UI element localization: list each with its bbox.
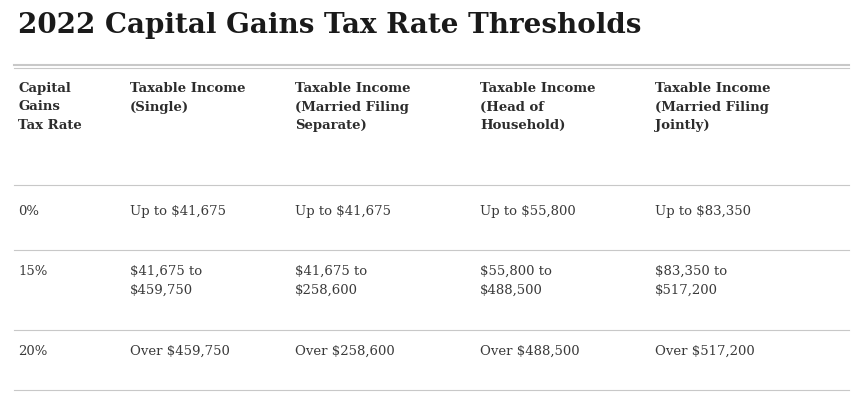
Text: Over $517,200: Over $517,200 [655,345,755,358]
Text: Over $488,500: Over $488,500 [480,345,580,358]
Text: Taxable Income
(Married Filing
Jointly): Taxable Income (Married Filing Jointly) [655,82,771,132]
Text: Taxable Income
(Head of
Household): Taxable Income (Head of Household) [480,82,595,132]
Text: Over $258,600: Over $258,600 [295,345,394,358]
Text: Taxable Income
(Married Filing
Separate): Taxable Income (Married Filing Separate) [295,82,411,132]
Text: $41,675 to
$459,750: $41,675 to $459,750 [130,265,202,297]
Text: Up to $83,350: Up to $83,350 [655,205,751,218]
Text: 0%: 0% [18,205,39,218]
Text: Capital
Gains
Tax Rate: Capital Gains Tax Rate [18,82,82,132]
Text: $83,350 to
$517,200: $83,350 to $517,200 [655,265,728,297]
Text: Up to $41,675: Up to $41,675 [295,205,391,218]
Text: $55,800 to
$488,500: $55,800 to $488,500 [480,265,551,297]
Text: 15%: 15% [18,265,47,278]
Text: $41,675 to
$258,600: $41,675 to $258,600 [295,265,367,297]
Text: Taxable Income
(Single): Taxable Income (Single) [130,82,245,114]
Text: Up to $55,800: Up to $55,800 [480,205,576,218]
Text: Up to $41,675: Up to $41,675 [130,205,226,218]
Text: 2022 Capital Gains Tax Rate Thresholds: 2022 Capital Gains Tax Rate Thresholds [18,12,641,39]
Text: Over $459,750: Over $459,750 [130,345,230,358]
Text: 20%: 20% [18,345,47,358]
